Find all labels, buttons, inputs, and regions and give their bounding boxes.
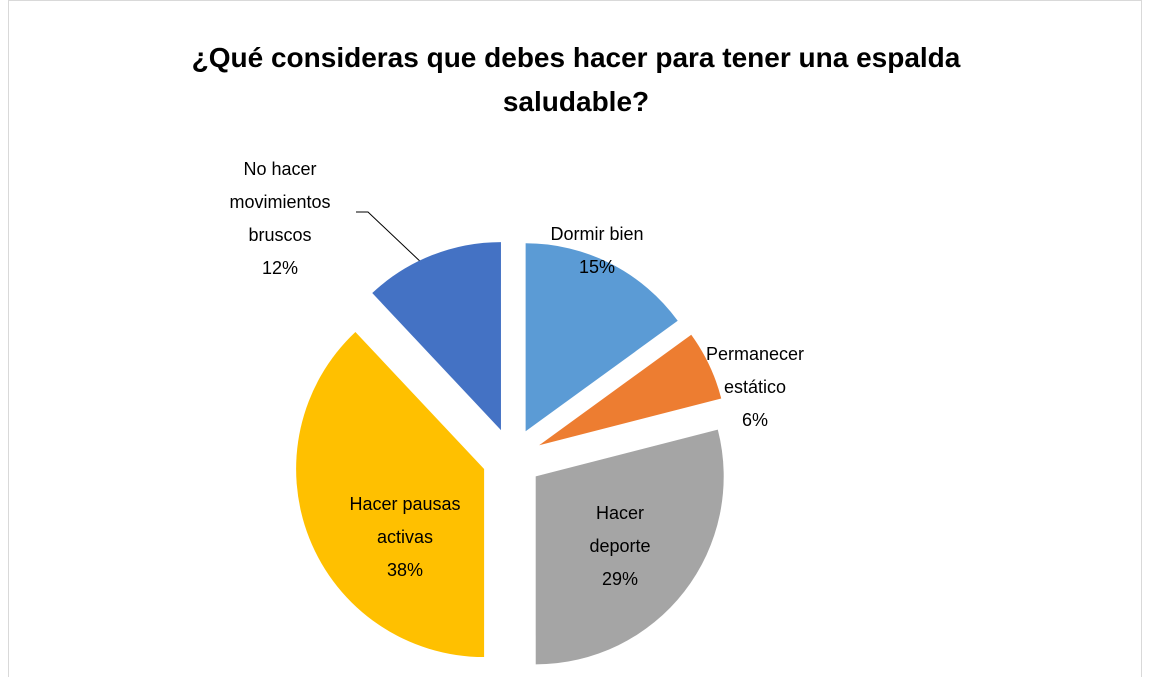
slice-label: No hacer movimientos bruscos — [229, 159, 331, 245]
slice-label: Permanecer estático — [705, 344, 805, 397]
slice-value-label: 29% — [601, 569, 639, 589]
slice-value-label: 12% — [261, 258, 299, 278]
pie-slice — [296, 331, 485, 658]
leader-line — [356, 211, 444, 284]
slice-label: Hacer pausas activas — [349, 494, 461, 547]
pie-slice — [372, 242, 501, 431]
slice-value-label: 15% — [578, 257, 616, 277]
pie-slice — [525, 243, 678, 432]
pie-slice — [539, 334, 722, 446]
slice-value-label: 6% — [741, 410, 768, 430]
slice-label: Hacer deporte — [589, 503, 651, 556]
pie-slice — [535, 429, 724, 665]
slice-label: Dormir bien — [550, 224, 644, 244]
chart-frame — [8, 0, 1142, 677]
chart-title: ¿Qué consideras que debes hacer para ten… — [191, 42, 961, 117]
slice-value-label: 38% — [386, 560, 424, 580]
